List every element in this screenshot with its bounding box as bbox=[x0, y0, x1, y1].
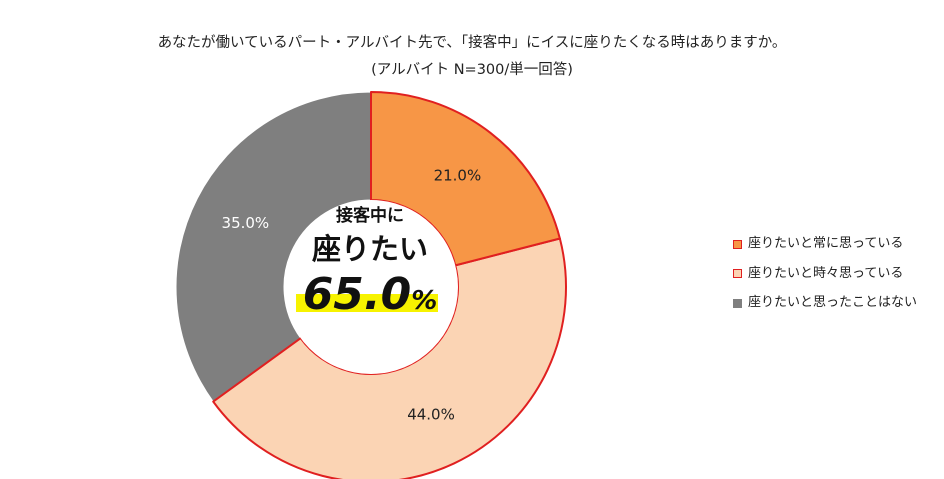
center-percent-unit: % bbox=[411, 286, 438, 316]
center-highlight-marker bbox=[296, 294, 438, 312]
data-label-never: 35.0% bbox=[222, 214, 270, 232]
legend-label-never: 座りたいと思ったことはない bbox=[748, 295, 918, 310]
legend-swatch-always bbox=[733, 239, 742, 249]
center-percent: 65.0% bbox=[290, 269, 450, 327]
chart-legend: 座りたいと常に思っている 座りたいと時々思っている 座りたいと思ったことはない bbox=[733, 236, 917, 325]
center-percent-block: 65.0% bbox=[290, 269, 450, 321]
donut-hole bbox=[284, 200, 458, 374]
legend-swatch-never bbox=[733, 298, 742, 308]
center-line1: 接客中に bbox=[336, 206, 404, 226]
center-line2: 座りたい bbox=[311, 232, 428, 266]
donut-center-callout: 接客中に 座りたい 65.0% bbox=[290, 203, 450, 343]
legend-label-sometimes: 座りたいと時々思っている bbox=[748, 265, 904, 281]
legend-item-sometimes: 座りたいと時々思っている bbox=[733, 266, 917, 282]
legend-swatch-sometimes bbox=[733, 269, 742, 278]
chart-subtitle: (アルバイト N=300/単一回答) bbox=[371, 62, 573, 78]
center-percent-value: 65.0 bbox=[302, 269, 412, 320]
legend-item-always: 座りたいと常に思っている bbox=[733, 236, 917, 252]
legend-item-never: 座りたいと思ったことはない bbox=[733, 295, 917, 311]
legend-label-always: 座りたいと常に思っている bbox=[748, 236, 904, 251]
chart-title: あなたが働いているパート・アルバイト先で、「接客中」にイスに座りたくなる時はあり… bbox=[157, 35, 787, 51]
data-label-sometimes: 44.0% bbox=[407, 406, 455, 424]
data-label-always: 21.0% bbox=[434, 167, 482, 185]
